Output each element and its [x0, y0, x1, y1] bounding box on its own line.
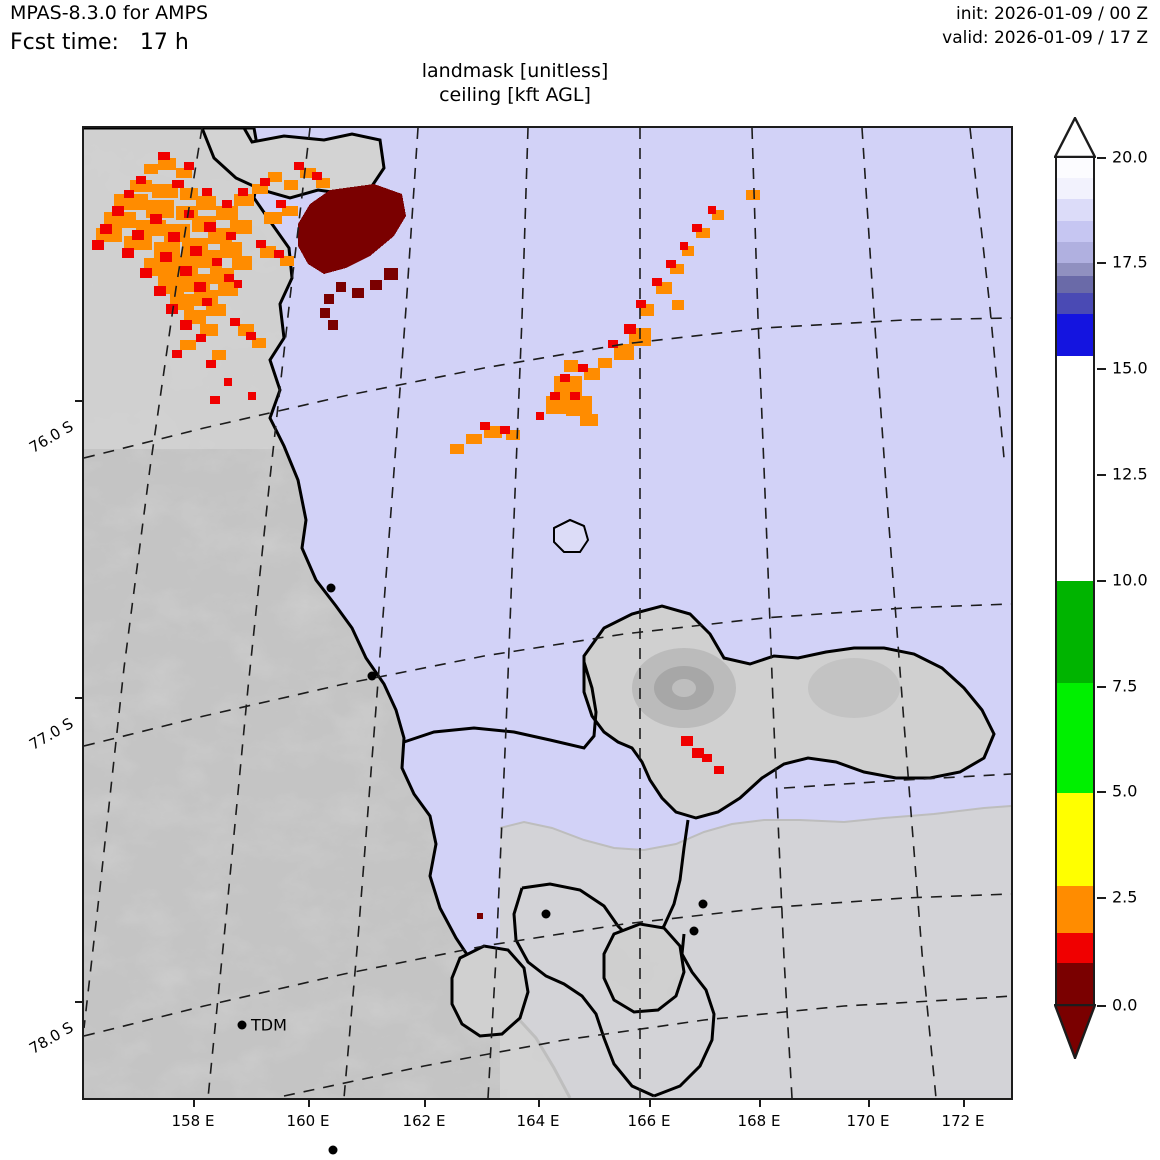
- colorbar-tick: [1097, 368, 1106, 370]
- x-axis-label: 158 E: [171, 1112, 215, 1130]
- ceiling-scatter-ne-red: [480, 206, 716, 434]
- x-axis-tick: [424, 1100, 426, 1107]
- colorbar-tick: [1097, 580, 1106, 582]
- landmask-island-2: [602, 922, 686, 1014]
- coastline-shelf-upper: [403, 661, 598, 750]
- x-axis-tick: [193, 1100, 195, 1107]
- landmask-north-lobe: [200, 128, 386, 200]
- colorbar-tick-label: 2.5: [1112, 887, 1138, 907]
- graticule: [84, 128, 1011, 1098]
- x-axis-tick: [649, 1100, 651, 1107]
- landmask-island-1: [450, 944, 530, 1038]
- coastline-ross-island: [582, 604, 996, 820]
- colorbar-band: [1057, 220, 1093, 242]
- colorbar-band: [1057, 263, 1093, 276]
- ceiling-scatter-ne-orange: [450, 190, 760, 454]
- x-axis-tick: [759, 1100, 761, 1107]
- x-axis-label: 170 E: [846, 1112, 890, 1130]
- x-axis-label: 164 E: [516, 1112, 560, 1130]
- coastline-mainland: [84, 128, 572, 1098]
- colorbar-band: [1057, 581, 1093, 683]
- colorbar-tick: [1097, 791, 1106, 793]
- colorbar-tick-label: 17.5: [1112, 252, 1148, 272]
- colorbar-band: [1057, 241, 1093, 263]
- x-axis-label: 172 E: [941, 1112, 985, 1130]
- colorbar-tick: [1097, 686, 1106, 688]
- ceiling-field: [92, 152, 760, 919]
- station-marker-station-e[interactable]: [689, 926, 699, 936]
- map-canvas: [84, 128, 1011, 1098]
- coastline-lower-right: [653, 933, 716, 1098]
- y-axis-tick: [75, 400, 83, 402]
- station-marker-station-a[interactable]: [326, 583, 336, 593]
- station-marker-station-f[interactable]: [328, 1145, 338, 1155]
- colorbar-band: [1057, 962, 1093, 1005]
- y-axis-label: 77.0 S: [26, 714, 77, 754]
- station-marker-TDM[interactable]: [237, 1020, 247, 1030]
- map-svg: [84, 128, 1011, 1098]
- y-axis-tick: [75, 697, 83, 699]
- ceiling-ross-island-red: [681, 736, 724, 774]
- colorbar-band: [1057, 292, 1093, 314]
- colorbar-band: [1057, 199, 1093, 221]
- colorbar-tick: [1097, 474, 1106, 476]
- colorbar-tick-label: 7.5: [1112, 676, 1138, 696]
- y-axis-label: 76.0 S: [26, 417, 77, 457]
- colorbar-under-arrow: [1054, 1004, 1096, 1059]
- x-axis-tick: [308, 1100, 310, 1107]
- colorbar-tick-label: 10.0: [1112, 570, 1148, 590]
- colorbar-tick: [1097, 1005, 1106, 1007]
- x-axis-label: 166 E: [627, 1112, 671, 1130]
- ceiling-speck: [477, 913, 483, 919]
- ceiling-band-red: [92, 152, 322, 404]
- colorbar-tick-label: 12.5: [1112, 464, 1148, 484]
- colorbar-tick-label: 5.0: [1112, 781, 1138, 801]
- landmask-ice-shelf: [499, 805, 1011, 1098]
- station-label-TDM: TDM: [251, 1015, 287, 1035]
- colorbar-band: [1057, 313, 1093, 357]
- colorbar-tick-label: 15.0: [1112, 358, 1148, 378]
- colorbar-band: [1057, 356, 1093, 581]
- x-axis-tick: [868, 1100, 870, 1107]
- x-axis-label: 168 E: [737, 1112, 781, 1130]
- colorbar-tick: [1097, 897, 1106, 899]
- coastline-lower-left: [512, 887, 655, 1098]
- colorbar-band: [1057, 275, 1093, 293]
- init-time-label: init: 2026-01-09 / 00 Z: [955, 4, 1148, 24]
- y-axis-tick: [75, 1001, 83, 1003]
- colorbar-tick-label: 20.0: [1112, 147, 1148, 167]
- colorbar-band: [1057, 682, 1093, 793]
- x-axis-label: 162 E: [402, 1112, 446, 1130]
- x-axis-tick: [538, 1100, 540, 1107]
- station-marker-station-b[interactable]: [367, 671, 377, 681]
- valid-time-label: valid: 2026-01-09 / 17 Z: [942, 28, 1148, 48]
- colorbar-tick-label: 0.0: [1112, 995, 1138, 1015]
- map-plot-area[interactable]: [82, 126, 1013, 1100]
- station-marker-station-c[interactable]: [541, 909, 551, 919]
- colorbar-over-arrow: [1054, 117, 1096, 158]
- plot-title: landmask [unitless] ceiling [kft AGL]: [0, 60, 1030, 108]
- colorbar-tick: [1097, 157, 1106, 159]
- colorbar-band: [1057, 932, 1093, 963]
- colorbar-band: [1057, 178, 1093, 200]
- plot-title-line2: ceiling [kft AGL]: [439, 83, 591, 106]
- y-axis-label: 78.0 S: [26, 1018, 77, 1058]
- ceiling-band-darkred: [298, 184, 406, 330]
- station-marker-station-d[interactable]: [698, 899, 708, 909]
- x-axis-tick: [963, 1100, 965, 1107]
- model-title: MPAS-8.3.0 for AMPS: [10, 2, 209, 24]
- colorbar-band: [1057, 886, 1093, 933]
- colorbar-band: [1057, 157, 1093, 179]
- forecast-time-label: Fcst time: 17 h: [10, 30, 189, 55]
- colorbar-band: [1057, 793, 1093, 887]
- colorbar-tick: [1097, 262, 1106, 264]
- x-axis-label: 160 E: [286, 1112, 330, 1130]
- colorbar-body[interactable]: [1055, 157, 1095, 1005]
- colorbar[interactable]: [1054, 117, 1096, 1059]
- plot-title-line1: landmask [unitless]: [421, 60, 609, 82]
